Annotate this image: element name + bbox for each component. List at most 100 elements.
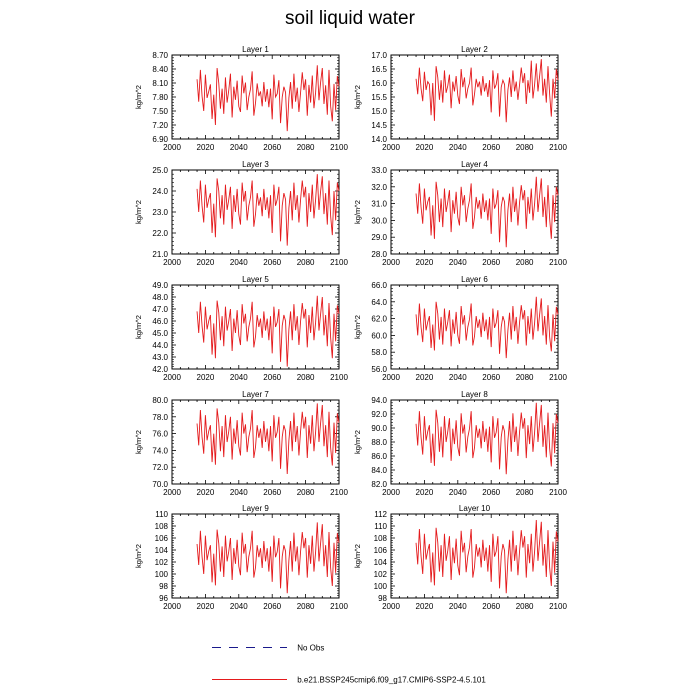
x-tick-label: 2100 [330,373,348,382]
y-tick-label: 80.0 [152,396,168,405]
y-tick-label: 106 [374,546,388,555]
x-tick-label: 2000 [382,602,400,611]
panel-title: Layer 8 [461,390,488,399]
x-tick-label: 2080 [297,143,315,152]
x-tick-label: 2020 [197,373,215,382]
y-tick-label: 16.0 [371,79,387,88]
chart-panel-5: Layer 5 kg/m^2 2000 2020 2040 2060 2080 2100 42.… [134,275,348,382]
x-tick-label: 2080 [516,258,534,267]
plot-frame [171,54,340,140]
x-tick-label: 2100 [330,488,348,497]
x-tick-label: 2080 [297,602,315,611]
y-tick-label: 64.0 [371,298,387,307]
x-tick-label: 2060 [482,143,500,152]
y-tick-label: 44.0 [152,341,168,350]
x-tick-label: 2100 [549,143,567,152]
x-tick-label: 2100 [330,602,348,611]
y-tick-label: 96 [159,594,168,603]
series-line [415,519,559,594]
x-tick-label: 2020 [416,143,434,152]
panel-title: Layer 9 [242,504,269,513]
panel-title: Layer 5 [242,275,269,284]
x-tick-label: 2020 [416,258,434,267]
y-tick-label: 25.0 [152,166,168,175]
x-tick-label: 2020 [197,258,215,267]
y-tick-label: 76.0 [152,430,168,439]
legend-dashed-line [212,647,287,649]
y-tick-label: 94.0 [371,396,387,405]
y-tick-label: 8.70 [152,51,168,60]
panel-title: Layer 1 [242,45,269,54]
y-tick-label: 15.0 [371,107,387,116]
legend-item-model: b.e21.BSSP245cmip6.f09_g17.CMIP6-SSP2-4.… [212,675,486,684]
plot-frame [390,513,559,599]
y-tick-label: 49.0 [152,281,168,290]
y-tick-label: 15.5 [371,93,387,102]
x-tick-label: 2100 [549,258,567,267]
x-tick-label: 2020 [197,488,215,497]
y-tick-label: 78.0 [152,413,168,422]
y-tick-label: 45.0 [152,329,168,338]
y-axis-label: kg/m^2 [134,544,143,568]
y-tick-label: 100 [374,582,388,591]
y-tick-label: 30.0 [371,216,387,225]
y-axis-label: kg/m^2 [353,85,362,109]
x-tick-label: 2000 [163,143,181,152]
y-tick-label: 14.0 [371,135,387,144]
y-tick-label: 90.0 [371,424,387,433]
x-tick-label: 2080 [297,258,315,267]
x-tick-label: 2060 [482,258,500,267]
x-tick-label: 2060 [482,602,500,611]
x-tick-label: 2000 [163,373,181,382]
y-tick-label: 84.0 [371,466,387,475]
y-tick-label: 60.0 [371,331,387,340]
y-tick-label: 102 [374,570,388,579]
x-tick-label: 2100 [330,258,348,267]
y-tick-label: 82.0 [371,480,387,489]
x-tick-label: 2020 [197,602,215,611]
x-tick-label: 2020 [416,488,434,497]
series-line [196,174,340,246]
y-tick-label: 8.40 [152,65,168,74]
series-line [415,402,559,475]
y-axis-label: kg/m^2 [353,315,362,339]
x-tick-label: 2040 [449,488,467,497]
series-line [415,59,559,123]
chart-panel-1: Layer 1 kg/m^2 2000 2020 2040 2060 2080 2100 6.9… [134,45,348,152]
legend-solid-line [212,679,287,681]
plot-frame [390,284,559,370]
y-tick-label: 7.50 [152,107,168,116]
chart-panel-8: Layer 8 kg/m^2 2000 2020 2040 2060 2080 2100 82.… [353,390,567,497]
y-tick-label: 33.0 [371,166,387,175]
y-tick-label: 16.5 [371,65,387,74]
x-tick-label: 2060 [263,258,281,267]
y-tick-label: 72.0 [152,463,168,472]
x-tick-label: 2100 [549,373,567,382]
y-tick-label: 108 [374,534,388,543]
panel-title: Layer 6 [461,275,488,284]
panel-title: Layer 4 [461,160,488,169]
chart-panel-9: Layer 9 kg/m^2 2000 2020 2040 2060 2080 2100 96 9… [134,504,348,611]
y-tick-label: 62.0 [371,315,387,324]
y-tick-label: 32.0 [371,183,387,192]
chart-panel-3: Layer 3 kg/m^2 2000 2020 2040 2060 2080 2100 21.… [134,160,348,267]
x-tick-label: 2100 [549,488,567,497]
y-tick-label: 21.0 [152,250,168,259]
x-tick-label: 2060 [263,373,281,382]
y-axis-label: kg/m^2 [134,85,143,109]
y-tick-label: 14.5 [371,121,387,130]
y-tick-label: 24.0 [152,187,168,196]
x-tick-label: 2040 [230,602,248,611]
y-tick-label: 110 [155,510,168,519]
x-tick-label: 2060 [263,143,281,152]
x-tick-label: 2000 [163,488,181,497]
series-line [415,176,559,248]
plot-frame [171,284,340,370]
x-tick-label: 2040 [230,373,248,382]
x-tick-label: 2020 [416,602,434,611]
x-tick-label: 2000 [163,258,181,267]
y-tick-label: 108 [155,522,169,531]
x-tick-label: 2080 [297,488,315,497]
y-tick-label: 74.0 [152,446,168,455]
